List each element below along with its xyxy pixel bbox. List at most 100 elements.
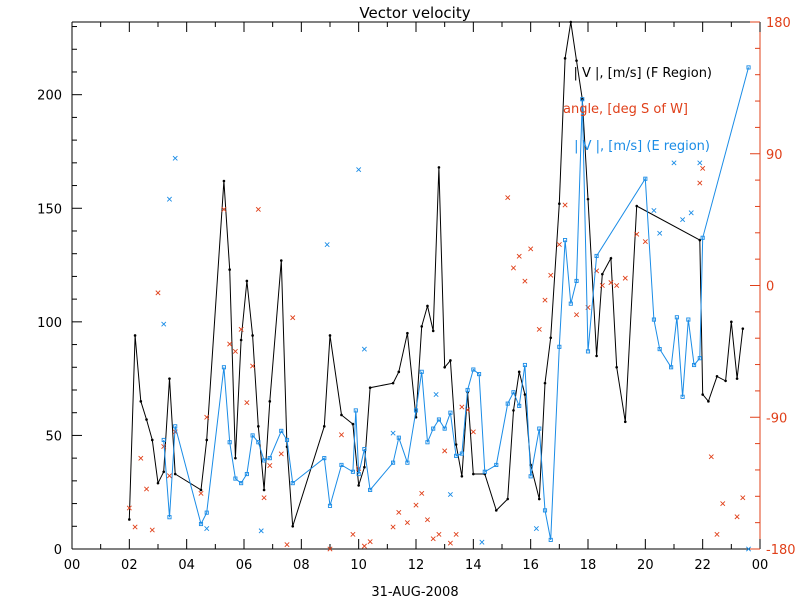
angle-marker xyxy=(221,206,227,212)
x-tick-label: 12 xyxy=(408,558,425,573)
x-tick-label: 16 xyxy=(522,558,539,573)
y-left-tick-label: 50 xyxy=(45,429,62,444)
f-region-point xyxy=(257,425,260,428)
e-region-point xyxy=(391,460,396,465)
e-region-point xyxy=(448,410,453,415)
angle-marker xyxy=(198,490,204,496)
legend: | V |, [m/s] (F Region) angle, [deg S of… xyxy=(563,66,712,154)
angle-marker xyxy=(536,326,542,332)
x-tick-label: 20 xyxy=(637,558,654,573)
e-region-point xyxy=(651,317,656,322)
e-region-point xyxy=(674,315,679,320)
f-region-point xyxy=(523,393,527,396)
y-right-tick-label: -180 xyxy=(766,543,796,558)
y-left-tick-label: 200 xyxy=(37,89,62,104)
e-region-point xyxy=(563,238,568,243)
f-region-point xyxy=(569,20,573,24)
chart-title: Vector velocity xyxy=(359,4,470,22)
e-region-point xyxy=(161,437,166,443)
e-region-point xyxy=(580,97,585,102)
f-region-point xyxy=(145,418,148,421)
y-right-tick-label: 90 xyxy=(766,148,783,163)
e-region-point xyxy=(594,253,599,259)
angle-marker xyxy=(740,495,746,501)
e-region-point xyxy=(680,394,685,399)
angle-marker xyxy=(338,432,344,438)
e-region-point xyxy=(227,440,232,445)
f-region-point xyxy=(133,334,137,337)
e-region-point xyxy=(528,474,533,479)
e-region-point xyxy=(339,462,344,468)
e-region-point xyxy=(396,435,401,440)
series-0-line xyxy=(128,21,744,527)
e-region-point xyxy=(368,487,373,492)
e-region-point xyxy=(413,408,419,413)
angle-marker xyxy=(447,540,453,546)
e-region-point xyxy=(256,440,261,445)
f-region-point xyxy=(558,202,561,206)
f-region-point xyxy=(635,204,639,208)
angle-marker xyxy=(166,473,172,479)
e-region-x-marker xyxy=(356,167,362,173)
e-region-x-marker xyxy=(651,208,657,214)
e-region-point xyxy=(643,176,648,181)
x-axis-label: 31-AUG-2008 xyxy=(371,585,458,600)
e-region-x-marker xyxy=(657,230,663,236)
e-region-point xyxy=(204,510,209,515)
axes: 00 02 04 06 08 10 12 14 16 18 20 22 00050100150200-1… xyxy=(37,16,795,573)
angle-marker xyxy=(144,486,150,492)
f-region-point xyxy=(701,393,704,396)
x-tick-label: 14 xyxy=(465,558,482,573)
y-left-tick-label: 150 xyxy=(37,202,62,217)
e-region-point xyxy=(505,401,510,406)
f-region-point xyxy=(328,334,332,337)
f-region-point xyxy=(431,329,435,333)
legend-angle: angle, [deg S of W] xyxy=(563,102,688,117)
angle-marker xyxy=(436,531,442,537)
f-region-point xyxy=(228,268,231,271)
f-region-point xyxy=(222,179,226,183)
angle-marker xyxy=(250,363,256,369)
series-2-line xyxy=(163,67,749,540)
e-region-point xyxy=(250,433,255,438)
angle-marker xyxy=(442,448,448,454)
x-tick-label: 00 xyxy=(64,558,81,573)
f-region-point xyxy=(460,475,464,478)
angle-marker xyxy=(720,501,726,507)
angle-marker xyxy=(255,206,261,212)
e-region-point xyxy=(574,278,579,284)
e-region-point xyxy=(425,440,430,445)
f-region-point xyxy=(698,238,702,242)
e-region-point xyxy=(436,417,441,422)
angle-marker xyxy=(642,239,648,245)
f-region-point xyxy=(245,279,249,283)
angle-marker xyxy=(404,520,410,526)
f-region-point xyxy=(506,497,510,501)
f-region-point xyxy=(322,425,326,428)
e-region-point xyxy=(522,362,527,368)
f-region-point xyxy=(420,325,424,328)
angle-marker xyxy=(528,246,534,252)
e-region-point xyxy=(233,476,238,481)
e-region-point xyxy=(167,515,172,520)
e-region-x-marker xyxy=(258,528,264,534)
angle-marker xyxy=(232,348,238,354)
f-region-point xyxy=(601,272,604,276)
e-region-point xyxy=(267,456,272,461)
f-region-point xyxy=(615,365,618,369)
e-region-point xyxy=(657,347,662,352)
e-region-point xyxy=(173,424,178,429)
e-region-point xyxy=(221,365,226,370)
f-region-point xyxy=(139,400,143,403)
e-region-point xyxy=(537,426,542,431)
e-region-point xyxy=(284,437,290,443)
angle-marker xyxy=(714,531,720,537)
angle-marker xyxy=(470,429,476,435)
f-region-point xyxy=(351,422,355,426)
e-region-point xyxy=(198,521,204,527)
f-region-point xyxy=(268,400,272,403)
e-region-x-marker xyxy=(161,321,167,327)
e-region-point xyxy=(700,235,705,240)
f-region-point xyxy=(609,256,613,260)
angle-marker xyxy=(227,341,233,347)
